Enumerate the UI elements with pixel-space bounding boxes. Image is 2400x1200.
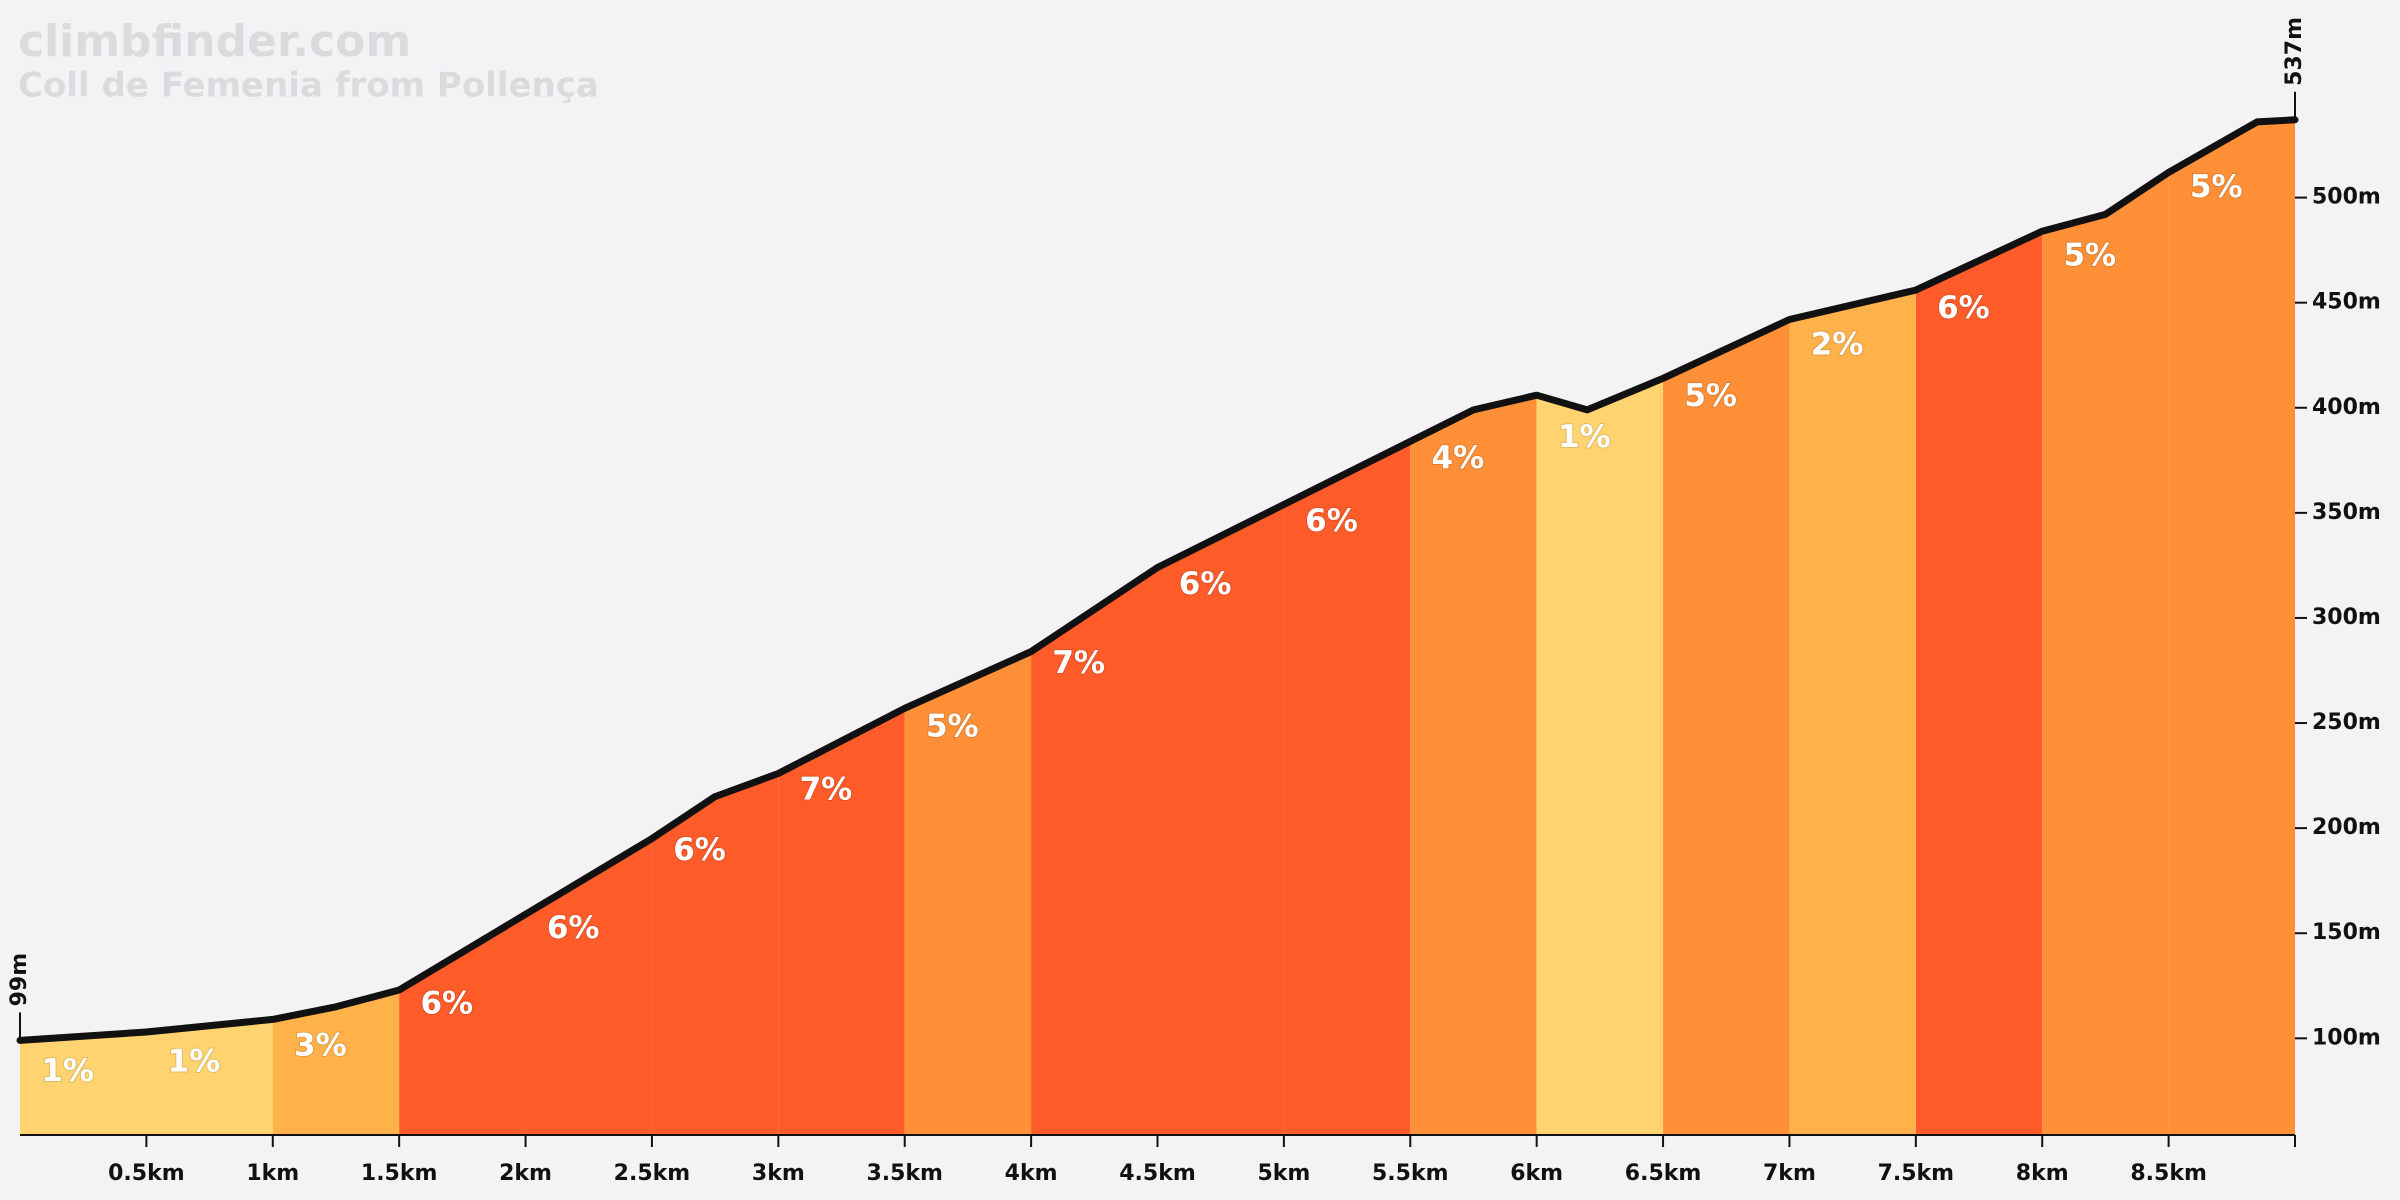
x-tick-label: 6km (1510, 1161, 1563, 1186)
watermark-title: climbfinder.com (18, 16, 411, 67)
x-tick-label: 6.5km (1625, 1161, 1702, 1186)
gradient-segment (2042, 119, 2169, 1135)
gradient-label: 2% (1811, 327, 1864, 363)
y-tick-label: 200m (2312, 815, 2381, 840)
gradient-label: 4% (1432, 440, 1485, 476)
gradient-label: 7% (800, 772, 853, 808)
gradient-label: 5% (2190, 169, 2243, 205)
gradient-segment (1915, 119, 2043, 1135)
gradient-label: 6% (547, 910, 600, 946)
x-tick-label: 5km (1257, 1161, 1310, 1186)
x-tick-label: 7.5km (1878, 1161, 1955, 1186)
x-tick-label: 3km (752, 1161, 805, 1186)
gradient-label: 1% (1558, 419, 1611, 455)
y-tick-label: 100m (2312, 1025, 2381, 1050)
x-tick-label: 2.5km (614, 1161, 691, 1186)
x-tick-label: 8.5km (2130, 1161, 2207, 1186)
x-tick-label: 0.5km (108, 1161, 185, 1186)
y-tick-label: 150m (2312, 920, 2381, 945)
gradient-label: 6% (1937, 290, 1990, 326)
x-tick-label: 4km (1005, 1161, 1058, 1186)
annotation-label: 537m (2282, 17, 2307, 86)
x-tick-label: 7km (1763, 1161, 1816, 1186)
gradient-label: 1% (168, 1043, 221, 1079)
y-tick-label: 500m (2312, 185, 2381, 210)
x-tick-label: 3.5km (866, 1161, 943, 1186)
annotation-label: 99m (7, 953, 32, 1007)
x-tick-label: 2km (499, 1161, 552, 1186)
y-tick-label: 400m (2312, 395, 2381, 420)
y-tick-label: 450m (2312, 290, 2381, 315)
gradient-label: 6% (420, 986, 473, 1022)
gradient-label: 5% (2063, 237, 2116, 273)
x-tick-label: 5.5km (1372, 1161, 1449, 1186)
gradient-label: 6% (1305, 503, 1358, 539)
gradient-label: 5% (1684, 378, 1737, 414)
x-tick-label: 1.5km (361, 1161, 438, 1186)
y-tick-label: 300m (2312, 605, 2381, 630)
watermark-subtitle: Coll de Femenia from Pollença (18, 66, 599, 106)
gradient-label: 7% (1052, 645, 1105, 681)
x-tick-label: 8km (2016, 1161, 2069, 1186)
gradient-label: 1% (41, 1053, 94, 1089)
y-tick-label: 250m (2312, 710, 2381, 735)
gradient-segment (2168, 119, 2295, 1135)
gradient-label: 6% (1179, 566, 1232, 602)
y-tick-label: 350m (2312, 500, 2381, 525)
gradient-label: 3% (294, 1028, 347, 1064)
x-tick-label: 4.5km (1119, 1161, 1196, 1186)
gradient-label: 6% (673, 832, 726, 868)
elevation-line (16, 116, 2299, 1044)
x-tick-label: 1km (246, 1161, 299, 1186)
gradient-label: 5% (926, 709, 979, 745)
